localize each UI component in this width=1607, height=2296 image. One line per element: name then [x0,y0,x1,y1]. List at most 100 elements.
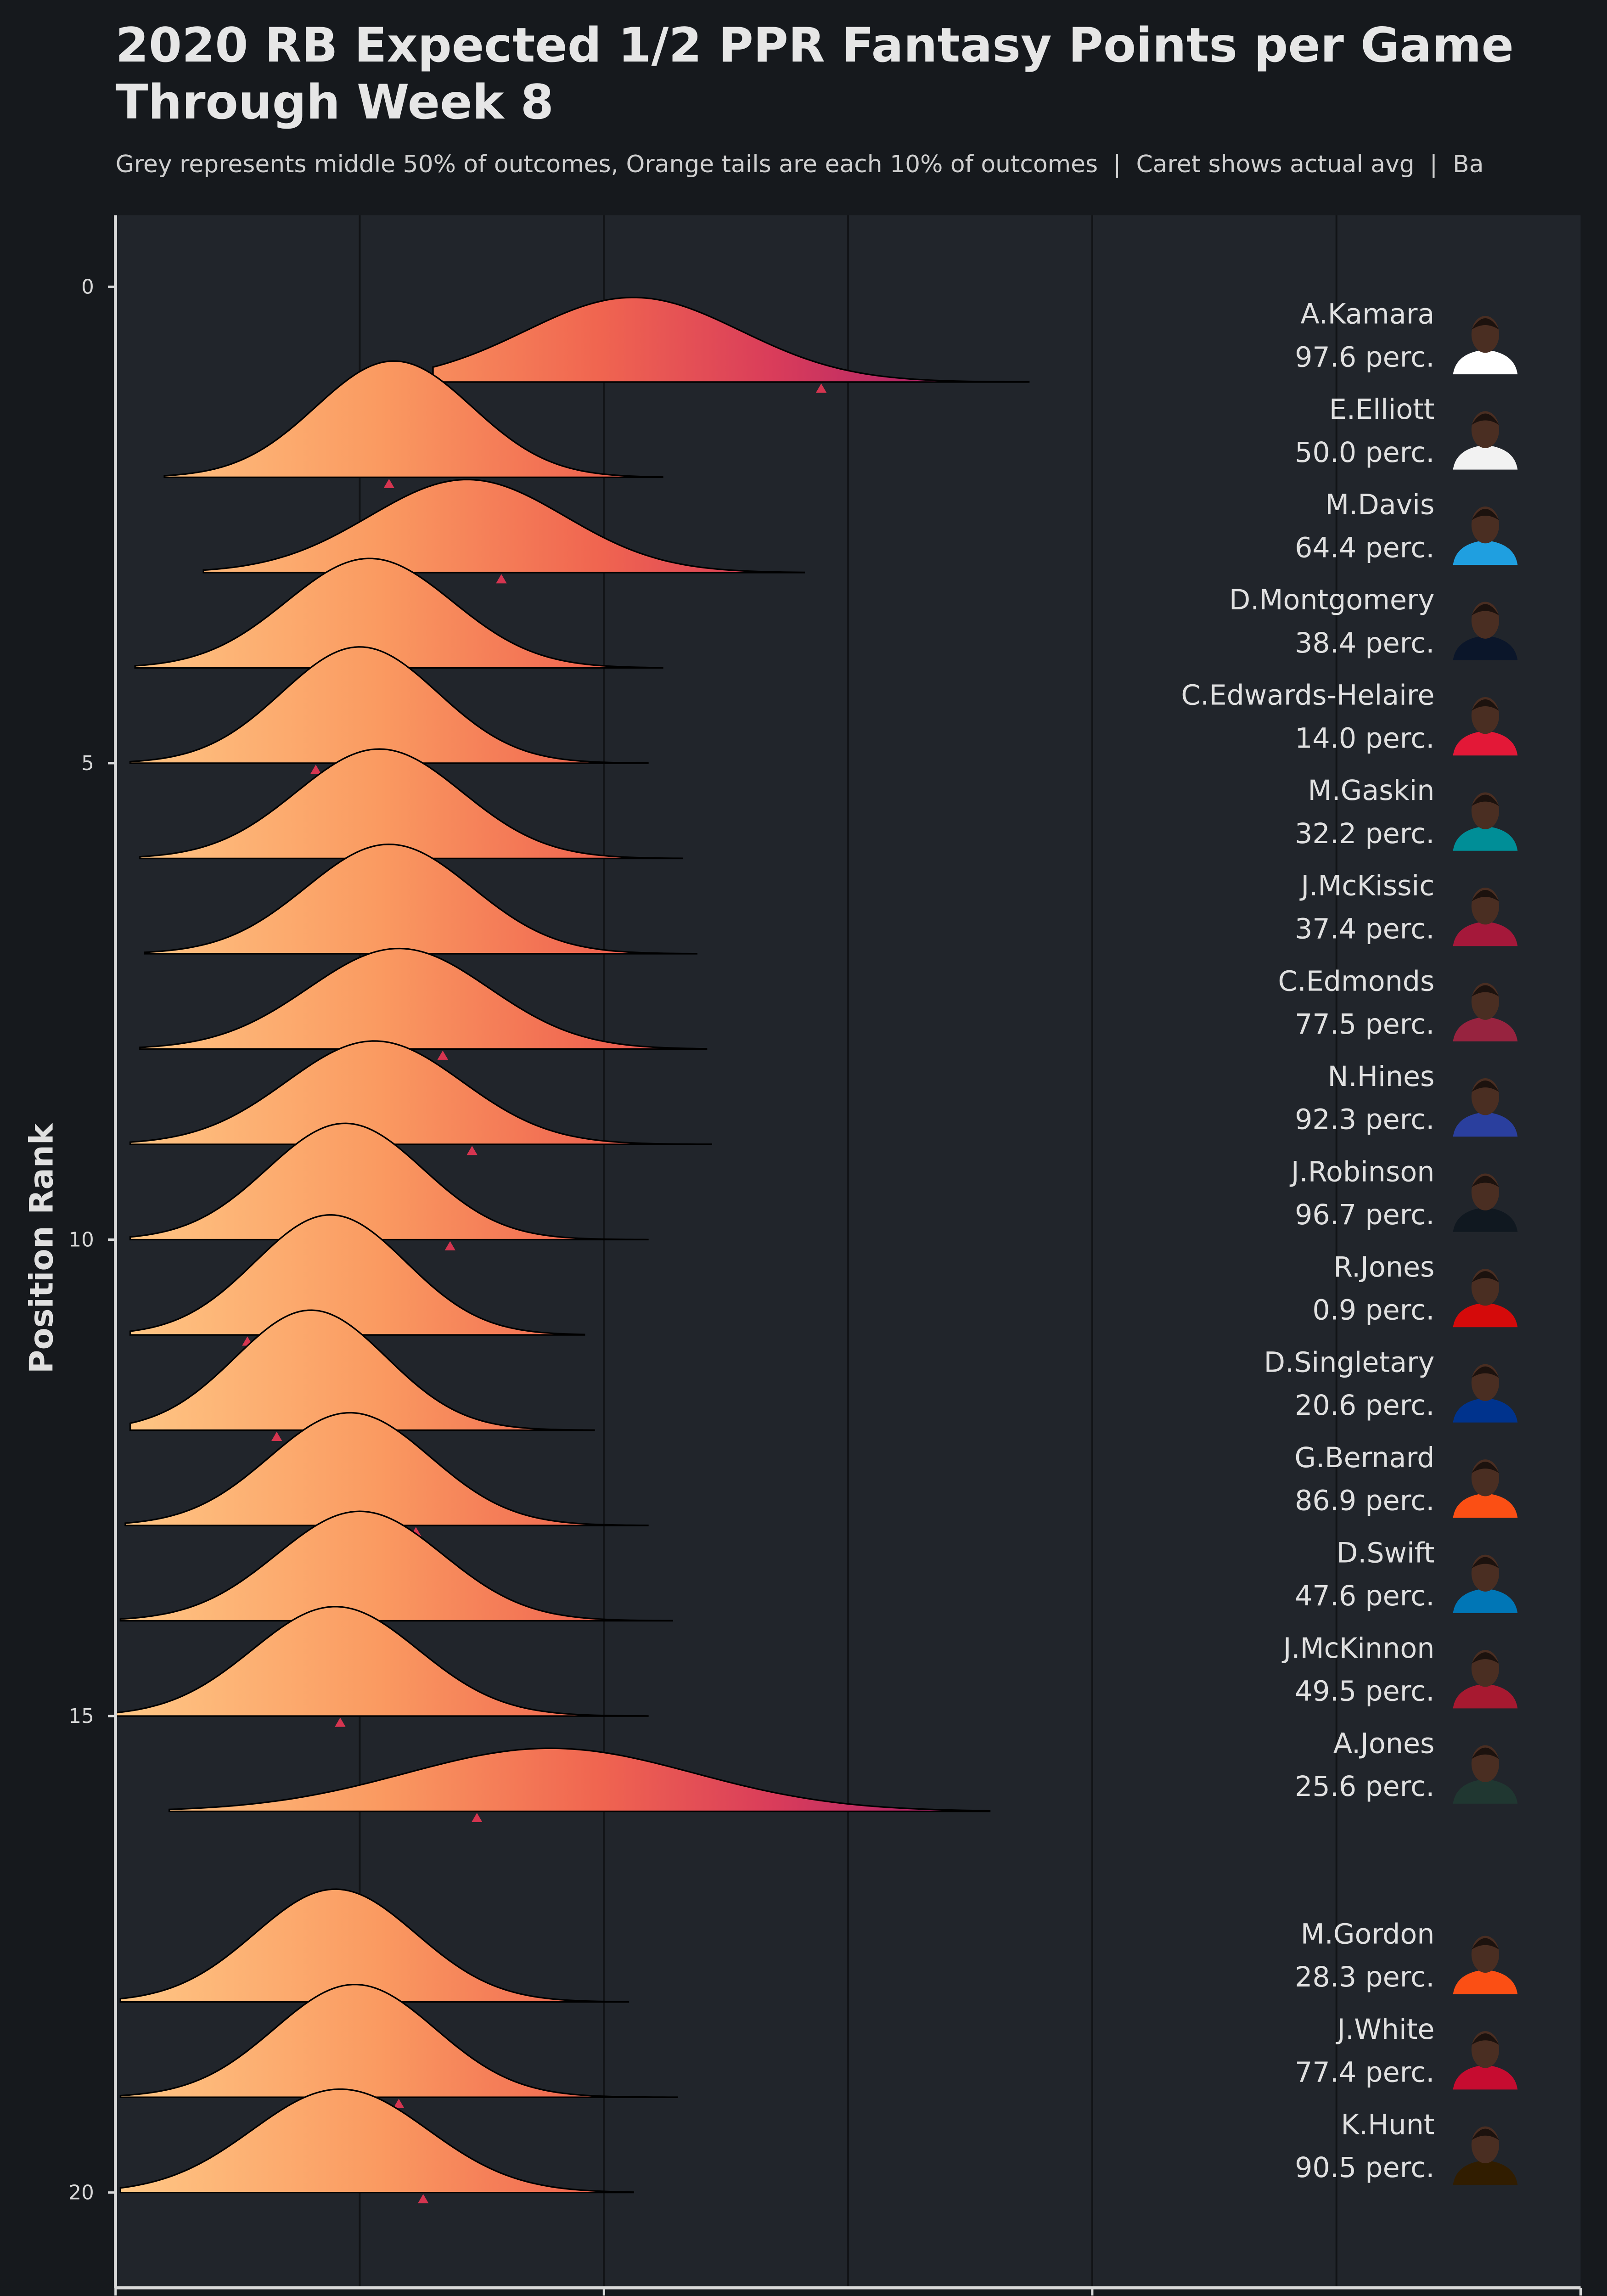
ridge [119,1888,629,2003]
player-name: J.McKissic [1299,870,1435,902]
ridge [114,1606,649,1717]
headshot-hair [1471,699,1500,711]
headshot-jersey [1453,1302,1518,1328]
y-tick-label: 20 [68,2182,94,2205]
ridge [119,1510,673,1622]
headshot-hair [1471,508,1500,521]
headshot-jersey [1453,1112,1518,1137]
headshot-hair [1471,890,1500,902]
percentile-label: 20.6 perc. [1295,1390,1434,1422]
headshot-hair [1471,1462,1500,1474]
ridge [168,1747,991,1812]
percentile-label: 50.0 perc. [1295,437,1434,469]
percentile-label: 77.4 perc. [1295,2057,1434,2089]
headshot-jersey [1453,731,1518,756]
ridge [129,1122,649,1241]
player-name: D.Singletary [1264,1346,1435,1379]
player-name: M.Gaskin [1308,775,1434,807]
actual-caret [271,1431,282,1441]
percentile-label: 0.9 perc. [1312,1294,1434,1327]
headshot-hair [1471,1080,1500,1092]
percentile-label: 38.4 perc. [1295,627,1434,659]
percentile-label: 92.3 perc. [1295,1104,1434,1136]
percentile-label: 97.6 perc. [1295,341,1434,373]
ridge [119,2088,634,2194]
player-name: J.White [1335,2014,1434,2046]
ridge [144,843,698,955]
headshot-jersey [1453,921,1518,946]
ridge [432,297,1030,383]
ridge [129,1214,585,1336]
headshot-jersey [1453,2160,1518,2185]
player-name: C.Edmonds [1278,965,1435,997]
y-tick-label: 10 [68,1229,94,1252]
headshot-hair [1471,413,1500,425]
percentile-label: 28.3 perc. [1295,1961,1434,1993]
actual-caret [393,2099,405,2108]
percentile-label: 37.4 perc. [1295,913,1434,945]
y-tick-label: 5 [81,752,94,775]
percentile-label: 25.6 perc. [1295,1771,1434,1803]
headshot-hair [1471,1747,1500,1759]
player-name: D.Montgomery [1229,584,1435,616]
percentile-label: 86.9 perc. [1295,1485,1434,1517]
ridge [163,360,663,478]
headshot-hair [1471,1176,1500,1187]
headshot-hair [1471,1938,1500,1950]
headshot-hair [1471,985,1500,997]
ridge [119,1983,678,2098]
headshot-jersey [1453,1588,1518,1613]
percentile-label: 96.7 perc. [1295,1199,1434,1231]
actual-caret [437,1050,449,1060]
ridge [124,1412,649,1526]
headshot-jersey [1453,826,1518,851]
player-name: C.Edwards-Helaire [1181,680,1434,712]
ridge [139,947,708,1050]
percentile-label: 32.2 perc. [1295,818,1434,850]
ridge [202,478,805,574]
headshot-hair [1471,318,1500,330]
actual-caret [383,478,395,488]
headshot-hair [1471,794,1500,806]
y-axis-title: Position Rank [22,1122,60,1373]
actual-caret [418,2194,429,2204]
headshot-hair [1471,1652,1500,1664]
player-name: R.Jones [1333,1251,1434,1283]
player-name: E.Elliott [1329,394,1435,426]
actual-caret [310,765,321,774]
player-name: D.Swift [1337,1537,1435,1569]
actual-caret [335,1717,346,1727]
subtitle: Grey represents middle 50% of outcomes, … [116,151,1484,178]
player-name: J.McKinnon [1281,1632,1435,1665]
headshot-jersey [1453,1970,1518,1994]
headshot-jersey [1453,636,1518,660]
headshot-hair [1471,1271,1500,1283]
actual-caret [496,574,507,584]
ridge [129,1309,595,1431]
percentile-label: 49.5 perc. [1295,1676,1434,1708]
headshot-jersey [1453,1207,1518,1232]
player-name: M.Gordon [1301,1918,1435,1950]
percentile-label: 64.4 perc. [1295,532,1434,564]
percentile-label: 47.6 perc. [1295,1580,1434,1612]
headshot-jersey [1453,445,1518,470]
actual-caret [472,1812,483,1823]
headshot-jersey [1453,2065,1518,2090]
player-name: K.Hunt [1341,2109,1434,2141]
actual-caret [444,1241,455,1250]
actual-caret [815,383,827,393]
player-name: N.Hines [1328,1061,1435,1093]
headshot-jersey [1453,349,1518,375]
headshot-hair [1471,1366,1500,1378]
headshot-hair [1471,2033,1500,2045]
y-tick-label: 0 [81,276,94,298]
headshot-hair [1471,1557,1500,1569]
percentile-label: 77.5 perc. [1295,1008,1434,1041]
headshot-jersey [1453,1493,1518,1518]
headshot-jersey [1453,1683,1518,1709]
chart-title: 2020 RB Expected 1/2 PPR Fantasy Points … [116,18,1514,73]
player-name: A.Kamara [1300,298,1434,331]
headshot-jersey [1453,1398,1518,1423]
actual-caret [466,1146,478,1155]
